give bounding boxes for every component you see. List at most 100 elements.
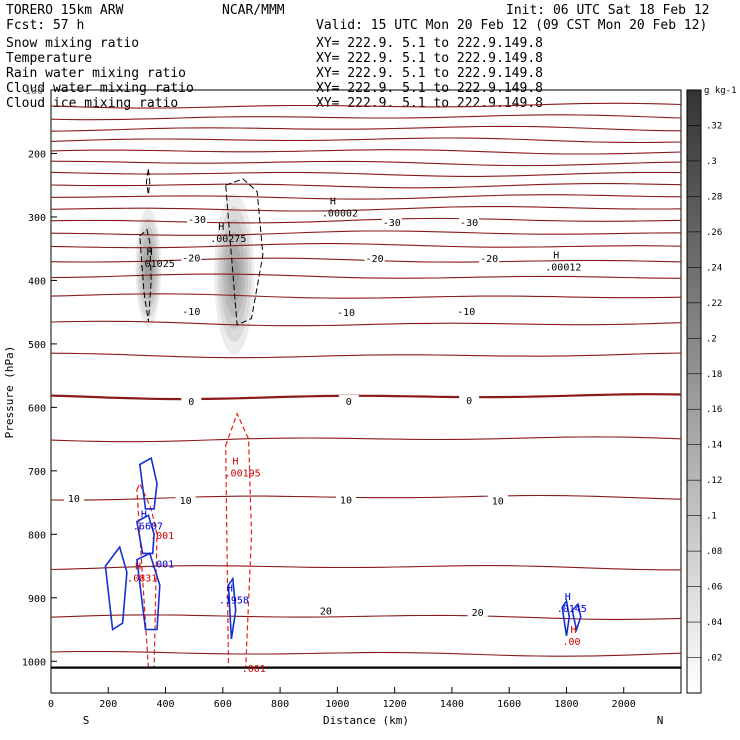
isotherm-label-bg-10 <box>338 395 359 407</box>
isotherm-21 <box>51 565 681 571</box>
isotherm-label-bg-0 <box>187 212 208 224</box>
isotherm-5 <box>51 160 681 167</box>
legend-coord-cloud-ice: XY= 222.9. 5.1 to 222.9.149.8 <box>316 96 543 111</box>
extremum-label-3: H <box>553 250 559 261</box>
x-tick-label-3: 600 <box>214 699 232 710</box>
isotherm-label-8: -10 <box>457 307 475 318</box>
cloud-water-contour-4 <box>227 576 237 640</box>
extremum-value-2: .01025 <box>139 259 175 270</box>
x-tick-label-1: 200 <box>99 699 117 710</box>
plot-frame <box>50 89 682 694</box>
legend-coord-rain: XY= 222.9. 5.1 to 222.9.149.8 <box>316 66 543 81</box>
x-tick-label-8: 1600 <box>497 699 521 710</box>
legend-coord-temperature: XY= 222.9. 5.1 to 222.9.149.8 <box>316 51 543 66</box>
plot-area <box>51 102 681 669</box>
y-tick-label-4: 600 <box>28 403 46 414</box>
colorbar-label-5: .22 <box>706 299 722 309</box>
extremum-value-4: .00195 <box>225 469 261 480</box>
isotherm-label-bg-13 <box>175 494 196 506</box>
isotherm-label-10: 0 <box>346 397 352 408</box>
legend-name-snow: Snow mixing ratio <box>6 36 139 51</box>
isotherm-label-bg-12 <box>63 492 84 504</box>
y-tick-label-6: 800 <box>28 530 46 541</box>
isotherm-19 <box>51 436 681 443</box>
y-tick-label-7: 900 <box>28 594 46 605</box>
isotherm-label-4: -20 <box>366 254 384 265</box>
isotherm-label-bg-6 <box>181 304 202 316</box>
isotherm-label-bg-9 <box>181 395 202 407</box>
x-tick-label-9: 1800 <box>554 699 578 710</box>
isotherm-label-15: 10 <box>492 497 504 508</box>
isotherm-label-bg-5 <box>479 252 500 264</box>
x-tick-label-5: 1000 <box>325 699 349 710</box>
isotherm-10 <box>51 217 681 224</box>
isotherm-label-bg-14 <box>335 493 356 505</box>
colorbar-label-15: .02 <box>706 654 722 664</box>
axes: 0 200 400 600 800 1000 1200 1400 1600 1800 2000200… <box>22 86 636 710</box>
x-tick-label-6: 1200 <box>383 699 407 710</box>
colorbar-label-7: .18 <box>706 370 722 380</box>
extremum-label-11: H <box>570 625 576 636</box>
colorbar-bar <box>686 89 702 694</box>
isotherm-label-0: -30 <box>188 215 206 226</box>
isotherm-14 <box>51 273 681 279</box>
x-tick-label-0: 0 <box>48 699 54 710</box>
extremum-label-5: H <box>141 509 147 520</box>
isotherm-label-2: -30 <box>460 218 478 229</box>
cloud-water-contour-0 <box>138 456 158 510</box>
isotherm-label-bg-8 <box>456 304 477 316</box>
extremum-label-0: H <box>330 196 336 207</box>
extremum-label-9: H <box>227 584 233 595</box>
isotherm-label-bg-15 <box>487 494 508 506</box>
isotherm-4 <box>51 149 681 155</box>
model-title: TORERO 15km ARW <box>6 3 124 18</box>
isotherm-label-12: 10 <box>68 494 80 505</box>
isotherm-2 <box>51 125 681 132</box>
legend-name-temperature: Temperature <box>6 51 92 66</box>
isotherm-6 <box>51 171 681 177</box>
cloud-ice-contour-2 <box>225 178 264 326</box>
rain-contour-1 <box>225 412 253 669</box>
extremum-value-8: .0831 <box>127 573 157 584</box>
isotherm-15 <box>51 293 681 299</box>
colorbar-label-3: .26 <box>706 228 722 238</box>
extremum-label-10: H <box>565 592 571 603</box>
colorbar-ticks: .32 .3 .28 .26 .24 .22 .2 .18 .16 .14 .12 .1 .08 .06.… <box>687 121 722 664</box>
extremum-label-1: H <box>218 222 224 233</box>
legend-coord-cloud-water: XY= 222.9. 5.1 to 222.9.149.8 <box>316 81 543 96</box>
y-tick-label-8: 1000 <box>22 657 46 668</box>
colorbar-label-14: .04 <box>706 618 722 628</box>
chart-labels: -30 -30 -30 -20 -20 -20 -10 -10 -10 0 0 0 10 10 10 10 20… <box>63 196 587 675</box>
colorbar-unit: g kg-1 <box>704 86 737 96</box>
colorbar-label-12: .08 <box>706 547 722 557</box>
isotherm-label-14: 10 <box>340 495 352 506</box>
extremum-value-10: .0145 <box>557 604 587 615</box>
x-axis-label: Distance (km) <box>323 714 409 727</box>
isotherm-label-5: -20 <box>480 254 498 265</box>
colorbar-label-9: .14 <box>706 441 722 451</box>
colorbar-label-2: .28 <box>706 192 722 202</box>
colorbar-label-8: .16 <box>706 405 722 415</box>
colorbar-label-4: .24 <box>706 263 722 273</box>
cloud-ice-contour-0 <box>145 169 151 195</box>
y-axis-label: Pressure (hPa) <box>3 346 16 439</box>
colorbar-label-10: .12 <box>706 476 722 486</box>
isotherm-label-bg-2 <box>459 216 480 228</box>
legend-name-cloud-water: Cloud water mixing ratio <box>6 81 194 96</box>
extremum-value-7: .001 <box>150 559 174 570</box>
legend: Snow mixing ratio XY= 222.9. 5.1 to 222.… <box>6 36 543 111</box>
isotherm-0 <box>51 102 681 109</box>
isotherm-label-11: 0 <box>466 396 472 407</box>
extremum-label-4: H <box>233 457 239 468</box>
extremum-label-2: H <box>147 247 153 258</box>
isotherm-label-bg-17 <box>467 605 488 617</box>
isotherm-label-bg-7 <box>335 306 356 318</box>
extremum-value-5: .6607 <box>133 521 163 532</box>
extremum-value-11: .00 <box>562 637 580 648</box>
colorbar-label-13: .06 <box>706 583 722 593</box>
extremum-label-8: H <box>135 561 141 572</box>
y-tick-label-3: 500 <box>28 340 46 351</box>
snow-shading-0-3 <box>140 236 156 300</box>
isotherm-7 <box>51 183 681 189</box>
